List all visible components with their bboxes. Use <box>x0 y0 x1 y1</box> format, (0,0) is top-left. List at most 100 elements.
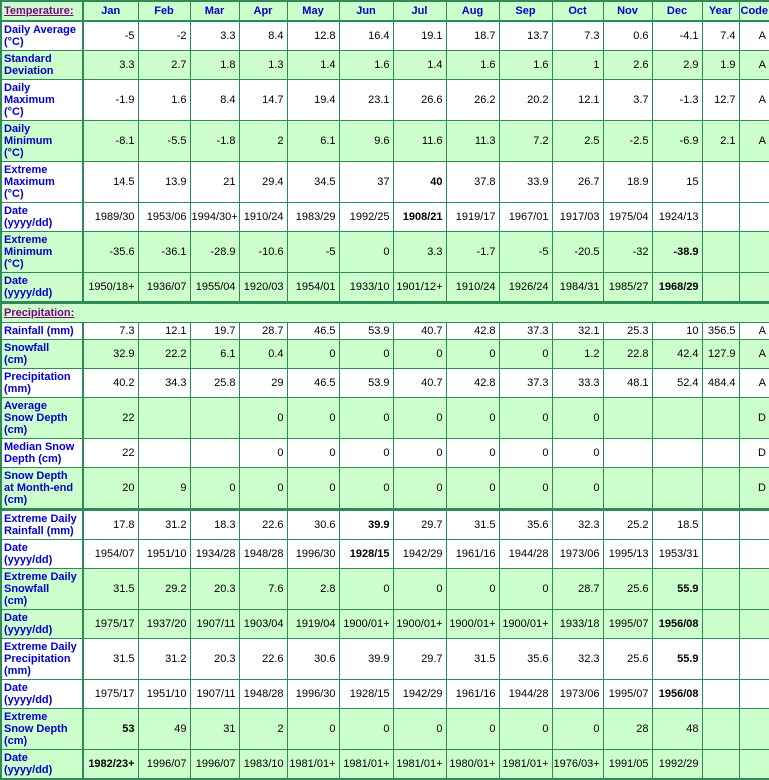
extreme-daily-rainfall-dec: 18.5 <box>651 508 703 540</box>
average-snow-depth-feb <box>137 397 191 439</box>
extreme-snow-depth-oct: 0 <box>551 708 604 750</box>
extreme-daily-snowfall-aug: 0 <box>445 568 500 610</box>
extreme-maximum-nov: 18.9 <box>602 161 653 203</box>
standard-deviation-jun: 1.6 <box>338 50 394 80</box>
column-header-oct: Oct <box>551 0 604 22</box>
snow-depth-month-end-aug: 0 <box>445 467 500 510</box>
extreme-maximum-code <box>738 161 769 203</box>
extreme-daily-rainfall-date-code <box>738 539 769 569</box>
extreme-daily-precipitation-oct: 32.3 <box>551 638 604 680</box>
extreme-maximum-date-dec: 1924/13 <box>651 202 703 232</box>
daily-maximum-jun: 23.1 <box>338 79 394 121</box>
extreme-daily-precipitation-date-oct: 1973/06 <box>551 679 604 709</box>
extreme-daily-precipitation-date-jan: 1975/17 <box>82 679 139 709</box>
daily-minimum-nov: -2.5 <box>602 120 653 162</box>
daily-average-dec: -4.1 <box>651 20 703 51</box>
rainfall-aug: 42.8 <box>445 322 500 340</box>
daily-minimum-aug: 11.3 <box>445 120 500 162</box>
extreme-daily-precipitation-feb: 31.2 <box>137 638 191 680</box>
rainfall-mar: 19.7 <box>189 322 240 340</box>
snow-depth-month-end-feb: 9 <box>137 467 191 510</box>
extreme-daily-snowfall-date-jun: 1900/01+ <box>338 609 394 639</box>
extreme-maximum-jul: 40 <box>392 161 447 203</box>
snow-depth-month-end-jun: 0 <box>338 467 394 510</box>
median-snow-depth-mar <box>189 438 240 468</box>
extreme-maximum-date-jun: 1992/25 <box>338 202 394 232</box>
precipitation-dec: 52.4 <box>651 368 703 398</box>
average-snow-depth-jul: 0 <box>392 397 447 439</box>
precipitation-section-link[interactable]: Precipitation: <box>4 307 75 319</box>
extreme-daily-precipitation-date-feb: 1951/10 <box>137 679 191 709</box>
row-label-extreme-daily-rainfall-date: Date (yyyy/dd) <box>0 539 84 569</box>
temperature-section-link[interactable]: Temperature: <box>4 5 74 17</box>
snow-depth-month-end-code: D <box>738 467 769 510</box>
daily-maximum-nov: 3.7 <box>602 79 653 121</box>
precipitation-section-header-row: Precipitation: <box>0 301 769 323</box>
median-snow-depth-aug: 0 <box>445 438 500 468</box>
extreme-daily-rainfall-date-aug: 1961/16 <box>445 539 500 569</box>
extreme-maximum-dec: 15 <box>651 161 703 203</box>
standard-deviation-may: 1.4 <box>286 50 340 80</box>
extreme-maximum-date-feb: 1953/06 <box>137 202 191 232</box>
extreme-daily-rainfall-date-sep: 1944/28 <box>498 539 553 569</box>
daily-average-may: 12.8 <box>286 20 340 51</box>
row-label-daily-maximum: Daily Maximum (°C) <box>0 79 84 121</box>
extreme-daily-precipitation-mar: 20.3 <box>189 638 240 680</box>
extreme-daily-snowfall-jul: 0 <box>392 568 447 610</box>
extreme-daily-rainfall-date-jan: 1954/07 <box>82 539 139 569</box>
snow-depth-month-end-mar: 0 <box>189 467 240 510</box>
extreme-snow-depth-feb: 49 <box>137 708 191 750</box>
extreme-daily-rainfall-year <box>701 508 740 540</box>
daily-maximum-mar: 8.4 <box>189 79 240 121</box>
precipitation-oct: 33.3 <box>551 368 604 398</box>
extreme-daily-rainfall-apr: 22.6 <box>238 508 288 540</box>
extreme-maximum-jun: 37 <box>338 161 394 203</box>
extreme-snow-depth-date-jul: 1981/01+ <box>392 749 447 780</box>
column-header-jun: Jun <box>338 0 394 22</box>
extreme-maximum-year <box>701 161 740 203</box>
daily-maximum-dec: -1.3 <box>651 79 703 121</box>
extreme-daily-rainfall-mar: 18.3 <box>189 508 240 540</box>
standard-deviation-year: 1.9 <box>701 50 740 80</box>
rainfall-jul: 40.7 <box>392 322 447 340</box>
column-header-may: May <box>286 0 340 22</box>
extreme-minimum-date-year <box>701 272 740 303</box>
extreme-snow-depth-nov: 28 <box>602 708 653 750</box>
row-label-extreme-daily-snowfall-date: Date (yyyy/dd) <box>0 609 84 639</box>
extreme-snow-depth-year <box>701 708 740 750</box>
table-row-daily-minimum: Daily Minimum (°C) -8.1 -5.5 -1.8 2 6.1 9.6 11.… <box>0 120 769 162</box>
extreme-snow-depth-date-may: 1981/01+ <box>286 749 340 780</box>
row-label-daily-average: Daily Average (°C) <box>0 20 84 51</box>
extreme-snow-depth-date-year <box>701 749 740 780</box>
daily-average-feb: -2 <box>137 20 191 51</box>
extreme-minimum-jun: 0 <box>338 231 394 273</box>
row-label-daily-minimum: Daily Minimum (°C) <box>0 120 84 162</box>
column-header-jan: Jan <box>82 0 139 22</box>
median-snow-depth-jun: 0 <box>338 438 394 468</box>
extreme-daily-precipitation-date-jun: 1928/15 <box>338 679 394 709</box>
extreme-maximum-date-jan: 1989/30 <box>82 202 139 232</box>
rainfall-jan: 7.3 <box>82 322 139 340</box>
daily-maximum-sep: 20.2 <box>498 79 553 121</box>
extreme-maximum-date-aug: 1919/17 <box>445 202 500 232</box>
extreme-maximum-may: 34.5 <box>286 161 340 203</box>
extreme-daily-snowfall-jan: 31.5 <box>82 568 139 610</box>
precipitation-jan: 40.2 <box>82 368 139 398</box>
median-snow-depth-jan: 22 <box>82 438 139 468</box>
snowfall-mar: 6.1 <box>189 339 240 369</box>
table-row-extreme-daily-snowfall: Extreme Daily Snowfall (cm) 31.5 29.2 20.3 7… <box>0 568 769 610</box>
table-row-daily-average: Daily Average (°C) -5 -2 3.3 8.4 12.8 16.4 19.1… <box>0 20 769 51</box>
extreme-daily-precipitation-jul: 29.7 <box>392 638 447 680</box>
extreme-maximum-jan: 14.5 <box>82 161 139 203</box>
precipitation-sep: 37.3 <box>498 368 553 398</box>
column-header-jul: Jul <box>392 0 447 22</box>
average-snow-depth-oct: 0 <box>551 397 604 439</box>
rainfall-apr: 28.7 <box>238 322 288 340</box>
daily-maximum-jan: -1.9 <box>82 79 139 121</box>
extreme-snow-depth-aug: 0 <box>445 708 500 750</box>
extreme-minimum-oct: -20.5 <box>551 231 604 273</box>
extreme-daily-rainfall-date-jun: 1928/15 <box>338 539 394 569</box>
extreme-minimum-date-dec: 1968/29 <box>651 272 703 303</box>
average-snow-depth-year <box>701 397 740 439</box>
